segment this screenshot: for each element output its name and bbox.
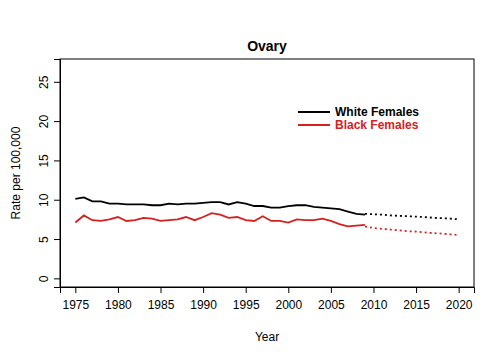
legend-swatch bbox=[298, 124, 330, 126]
x-tick-mark bbox=[203, 287, 204, 293]
x-tick-label: 1995 bbox=[233, 298, 260, 312]
x-tick-label: 2000 bbox=[275, 298, 302, 312]
legend-swatch bbox=[298, 111, 330, 113]
x-axis: 1975 1980 1985 1990 1995 2000 2005 2010 2015 2020 bbox=[61, 287, 475, 312]
x-tick: 2010 bbox=[361, 287, 388, 312]
y-tick-label: 5 bbox=[37, 236, 51, 243]
y-tick-mark bbox=[54, 121, 60, 122]
y-tick: 15 bbox=[37, 154, 60, 168]
x-tick: 2005 bbox=[318, 287, 345, 312]
x-tick: 2015 bbox=[403, 287, 430, 312]
y-axis: 0 5 10 15 20 25 bbox=[37, 60, 61, 288]
y-tick-label: 20 bbox=[37, 115, 51, 129]
y-tick-mark bbox=[54, 82, 60, 83]
y-tick-mark bbox=[54, 200, 60, 201]
y-tick: 20 bbox=[37, 115, 60, 129]
plot-lines bbox=[75, 197, 458, 235]
series-line bbox=[75, 213, 365, 226]
x-tick-mark bbox=[118, 287, 119, 293]
x-tick: 1975 bbox=[62, 287, 89, 312]
x-tick-label: 1975 bbox=[62, 298, 89, 312]
x-tick-mark bbox=[331, 287, 332, 293]
x-tick-label: 1980 bbox=[105, 298, 132, 312]
y-tick-label: 25 bbox=[37, 75, 51, 89]
x-tick: 1995 bbox=[233, 287, 260, 312]
x-tick: 2020 bbox=[446, 287, 473, 312]
legend-label: Black Females bbox=[335, 118, 419, 132]
x-tick: 1990 bbox=[190, 287, 217, 312]
x-tick-mark bbox=[75, 287, 76, 293]
x-tick: 1980 bbox=[105, 287, 132, 312]
y-tick-label: 0 bbox=[37, 275, 51, 282]
x-tick-mark bbox=[416, 287, 417, 293]
x-tick-label: 2020 bbox=[446, 298, 473, 312]
x-axis-line bbox=[61, 288, 475, 294]
x-tick-label: 2015 bbox=[403, 298, 430, 312]
y-tick: 5 bbox=[37, 236, 60, 243]
y-tick: 10 bbox=[37, 193, 60, 207]
x-tick-mark bbox=[288, 287, 289, 293]
x-tick-mark bbox=[459, 287, 460, 293]
y-axis-line bbox=[54, 60, 61, 288]
legend-label: White Females bbox=[335, 105, 419, 119]
y-tick-mark bbox=[54, 278, 60, 279]
chart: 1975198019851990199520002005201020152020… bbox=[0, 0, 504, 360]
x-tick-mark bbox=[161, 287, 162, 293]
y-axis-title: Rate per 100,000 bbox=[9, 126, 23, 219]
series-line bbox=[365, 226, 459, 235]
y-tick-label: 15 bbox=[37, 154, 51, 168]
y-tick: 0 bbox=[37, 275, 60, 282]
x-tick: 1985 bbox=[148, 287, 175, 312]
x-tick-label: 2010 bbox=[361, 298, 388, 312]
legend: White FemalesBlack Females bbox=[298, 105, 419, 132]
series-line bbox=[75, 197, 365, 214]
x-axis-title: Year bbox=[255, 330, 279, 344]
x-tick-label: 1985 bbox=[148, 298, 175, 312]
y-tick-label: 10 bbox=[37, 193, 51, 207]
x-tick-label: 2005 bbox=[318, 298, 345, 312]
title: Ovary bbox=[247, 38, 287, 54]
plot-frame bbox=[60, 59, 474, 287]
x-tick-mark bbox=[246, 287, 247, 293]
x-tick: 2000 bbox=[275, 287, 302, 312]
y-tick: 25 bbox=[37, 75, 60, 89]
y-tick-mark bbox=[54, 239, 60, 240]
series-line bbox=[365, 214, 459, 220]
x-tick-label: 1990 bbox=[190, 298, 217, 312]
y-tick-mark bbox=[54, 160, 60, 161]
x-tick-mark bbox=[373, 287, 374, 293]
